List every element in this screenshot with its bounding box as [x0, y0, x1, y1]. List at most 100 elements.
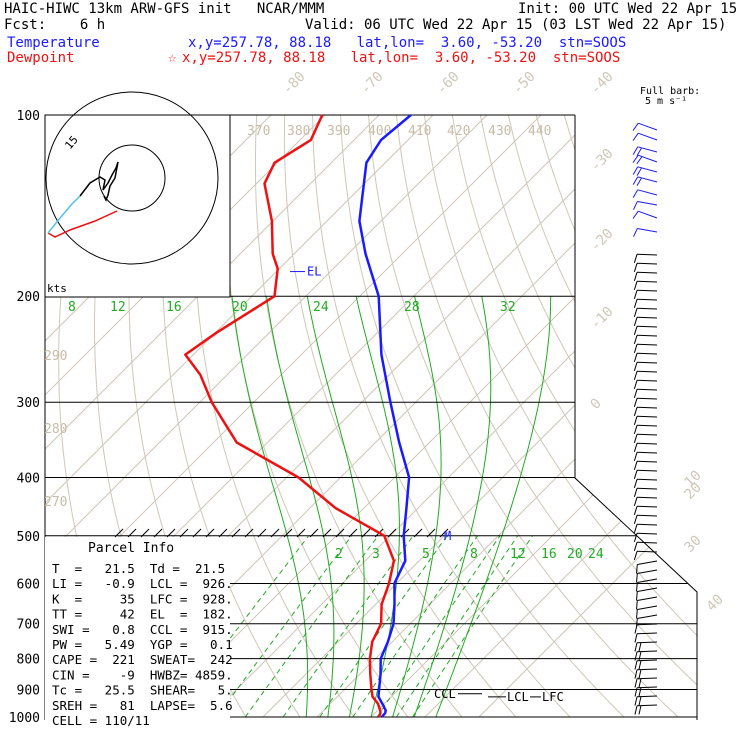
wind-barb [636, 505, 658, 508]
wind-barb-flag [636, 582, 638, 592]
isotherm-label: -80 [280, 69, 309, 98]
wind-barb [637, 560, 658, 565]
isotherm-label: -30 [588, 146, 617, 175]
hatch-mark [114, 528, 124, 538]
dry-adiabat-label: 440 [528, 124, 551, 139]
wind-barb-flag [633, 479, 638, 489]
hatch-mark [166, 528, 176, 538]
isotherm-label: -50 [510, 69, 539, 98]
wind-barb-flag [633, 524, 638, 534]
dry-adiabat-line [193, 115, 355, 718]
wind-barb [636, 541, 658, 544]
isotherm-line [424, 115, 697, 718]
mixing-ratio-line [244, 535, 379, 718]
hodograph-units-label: kts [47, 282, 67, 295]
moist-adiabat-label: 16 [166, 300, 182, 315]
wind-barb [636, 298, 658, 301]
wind-barb-flag [633, 281, 638, 291]
hatch-mark [361, 528, 371, 538]
wind-barb [636, 469, 658, 472]
isotherm-line [262, 115, 697, 718]
dry-adiabat-label: 430 [488, 124, 511, 139]
wind-barb [636, 388, 658, 391]
wind-barb [636, 641, 658, 644]
moist-adiabat-label: 32 [500, 300, 516, 315]
wind-barb-flag [636, 609, 638, 619]
hatch-mark [153, 528, 163, 538]
isotherm-line [0, 115, 1, 717]
mixing-ratio-label: 2 [335, 547, 343, 562]
hatch-mark [127, 528, 137, 538]
hodograph-trace-mid [47, 195, 81, 234]
dry-adiabat-line [591, 115, 697, 718]
hatch-mark [296, 528, 306, 538]
wind-barb [636, 650, 658, 653]
wind-barb [636, 686, 658, 689]
wind-barb-flag [632, 146, 639, 155]
isotherm-line [208, 115, 697, 718]
wind-barb [638, 132, 658, 141]
wind-barb-flag [632, 166, 639, 175]
wind-barb-flag [633, 362, 638, 372]
moist-adiabat-line [266, 296, 335, 718]
hatch-mark [439, 528, 449, 538]
parcel-info-row: SREH = 81 LAPSE= 5.6 [52, 698, 233, 713]
wind-barb-flag [633, 443, 638, 453]
isotherm-line [45, 115, 542, 718]
wind-barb [637, 201, 658, 206]
wind-barb [637, 176, 658, 183]
hatch-mark [270, 528, 280, 538]
wind-barb-flag [636, 591, 638, 601]
dry-adiabat-label: 390 [327, 124, 350, 139]
wind-barb-flag [634, 705, 638, 715]
hatch-mark [179, 528, 189, 538]
moist-adiabat-label: 28 [404, 300, 420, 315]
parcel-info-row: K = 35 LFC = 928. [52, 591, 233, 606]
wind-barb-flag [638, 687, 642, 697]
wind-barb-flag [633, 506, 638, 516]
moist-adiabat-line [413, 296, 492, 718]
dewpoint-label: Dewpoint [7, 50, 75, 66]
wind-barb-flag [632, 122, 639, 131]
wind-barb-flag [633, 434, 638, 444]
moist-adiabat-label: 24 [313, 300, 329, 315]
wind-barb-flag [633, 344, 638, 354]
hodograph-trace-upper [79, 161, 119, 202]
dry-adiabat-line [312, 115, 571, 718]
dry-adiabat-line [395, 115, 697, 718]
dry-adiabat-line [479, 115, 697, 718]
parcel-info-row: T = 21.5 Td = 21.5 [52, 561, 225, 576]
lcl-label: LCL [507, 690, 529, 704]
wind-barb-flag [634, 651, 638, 661]
wind-barb-flag [633, 353, 638, 363]
wind-barb-flag [633, 416, 638, 426]
dry-adiabat-label: 270 [44, 495, 67, 510]
wind-barb [636, 433, 658, 436]
wind-barb-flag [638, 660, 642, 670]
ccl-label: CCL [434, 687, 456, 701]
hatch-mark [335, 528, 345, 538]
wind-barb-flag [632, 189, 639, 198]
wind-barb-flag [633, 389, 638, 399]
dry-adiabat-line [368, 115, 679, 718]
wind-barb [636, 632, 658, 635]
wind-barb-flag [634, 669, 638, 679]
isotherm-label: 30 [682, 533, 705, 556]
wind-barb-flag [633, 272, 638, 282]
wind-barb-flag [633, 371, 638, 381]
wind-barb-flag [632, 154, 639, 163]
isotherm-label: -10 [588, 304, 617, 333]
wind-barb-flag [634, 624, 638, 634]
dewpoint-info: x,y=257.78, 88.18 lat,lon= 3.60, -53.20 … [182, 50, 621, 66]
wind-barb-flag [638, 705, 642, 715]
hatch-mark [426, 528, 436, 538]
mixing-ratio-line [396, 535, 519, 718]
wind-barb [636, 325, 658, 328]
hatch-mark [309, 528, 319, 538]
wind-barb [636, 361, 658, 364]
wind-barb [637, 189, 658, 196]
wind-barb [636, 343, 658, 346]
wind-barb-flag [633, 542, 638, 552]
